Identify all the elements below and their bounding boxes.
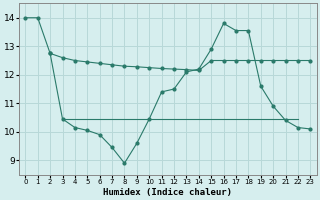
X-axis label: Humidex (Indice chaleur): Humidex (Indice chaleur): [103, 188, 232, 197]
